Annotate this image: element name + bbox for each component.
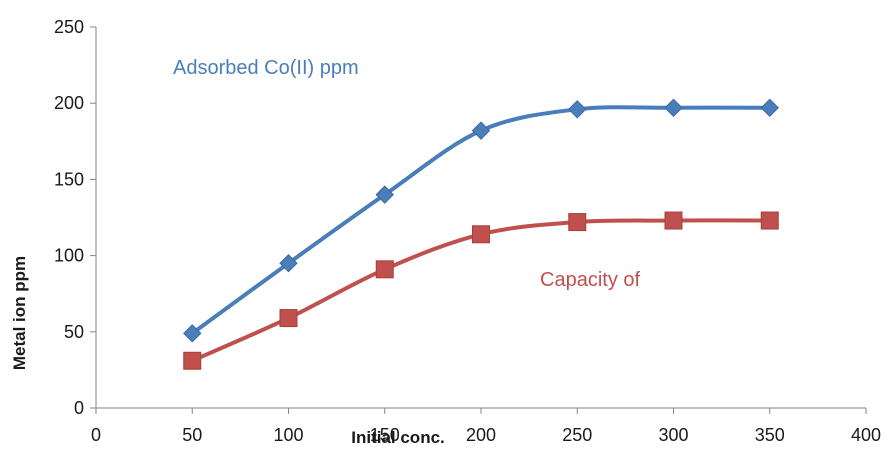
x-tick-label: 250 <box>562 425 592 445</box>
x-tick-label: 0 <box>91 425 101 445</box>
data-point <box>568 213 587 232</box>
y-tick-label: 150 <box>54 169 84 189</box>
x-tick-label: 100 <box>273 425 303 445</box>
data-point <box>664 211 683 230</box>
series-label-adsorbed: Adsorbed Co(II) ppm <box>173 57 359 79</box>
x-tick-label: 200 <box>466 425 496 445</box>
data-point <box>279 309 298 328</box>
data-point <box>183 324 202 343</box>
y-tick-label: 0 <box>74 398 84 418</box>
y-tick-label: 50 <box>64 322 84 342</box>
axes: 0 50 100 150 200 250 0 50 100 150 200 250 300 350 400 <box>54 17 881 445</box>
x-tick-label: 350 <box>755 425 785 445</box>
x-tick-label: 150 <box>370 425 400 445</box>
series-layer <box>183 98 779 370</box>
data-point <box>183 351 202 370</box>
data-point <box>375 260 394 279</box>
data-point <box>760 98 779 117</box>
data-point <box>375 185 394 204</box>
y-tick-label: 200 <box>54 93 84 113</box>
data-point <box>279 254 298 273</box>
y-tick-label: 100 <box>54 246 84 266</box>
x-tick-label: 400 <box>851 425 881 445</box>
x-axis-title: Initial conc. <box>351 428 445 447</box>
x-tick-label: 300 <box>658 425 688 445</box>
data-point <box>472 225 490 244</box>
y-tick-label: 250 <box>54 17 84 37</box>
series-label-capacity: Capacity of <box>540 269 640 291</box>
data-point <box>471 121 491 140</box>
y-axis-title: Metal ion ppm <box>10 256 29 370</box>
series-0 <box>183 98 779 343</box>
data-point <box>568 100 587 119</box>
x-tick-label: 50 <box>182 425 202 445</box>
data-point <box>760 211 779 230</box>
series-1 <box>183 211 779 370</box>
data-point <box>664 98 683 117</box>
